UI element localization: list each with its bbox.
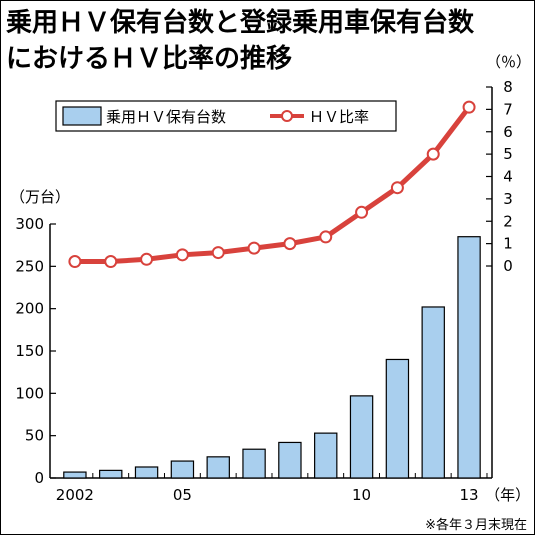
bar-2010 <box>349 395 374 479</box>
ratio-point-2008 <box>283 237 297 251</box>
ratio-point-2004 <box>140 252 154 266</box>
bar-2007 <box>242 448 266 479</box>
y-left-unit: （万台） <box>10 188 70 206</box>
y-left-tick-label: 300 <box>15 215 44 233</box>
chart-title-line-1: 乗用ＨＶ保有台数と登録乗用車保有台数 <box>6 8 475 38</box>
ratio-point-2005 <box>175 248 189 262</box>
bar-2005 <box>170 460 195 479</box>
y-left-tick-label: 250 <box>15 257 44 275</box>
bar-2008 <box>278 441 302 479</box>
ratio-point-2009 <box>319 230 333 244</box>
y-right-tick-label: 5 <box>503 145 513 163</box>
ratio-point-2002 <box>68 255 82 269</box>
legend-line-label: ＨＶ比率 <box>309 108 369 126</box>
bar-2002 <box>63 471 87 479</box>
y-right-tick-label: 8 <box>503 78 513 96</box>
legend-bar-label: 乗用ＨＶ保有台数 <box>106 108 226 126</box>
y-right-tick-label: 3 <box>503 190 513 208</box>
x-tick-label: 13 <box>460 486 479 504</box>
y-right-tick-label: 2 <box>503 212 513 230</box>
y-left-tick-label: 0 <box>34 469 44 487</box>
bar-2013 <box>457 236 481 479</box>
bar-2011 <box>385 358 410 479</box>
bar-2006 <box>206 456 230 479</box>
bar-2004 <box>134 466 159 479</box>
y-right-tick-label: 4 <box>503 168 513 186</box>
chart-title-line-2: におけるＨＶ比率の推移 <box>6 44 293 74</box>
x-unit: （年） <box>485 486 530 504</box>
y-right-tick-label: 1 <box>503 235 513 253</box>
ratio-point-2006 <box>211 246 225 260</box>
y-right-unit: （％） <box>486 53 531 71</box>
bar-2009 <box>314 432 338 479</box>
y-left-tick-label: 100 <box>15 384 44 402</box>
ratio-point-2012 <box>426 147 440 161</box>
legend-box <box>55 100 397 132</box>
y-right-tick-label: 0 <box>503 257 513 275</box>
ratio-point-2007 <box>247 241 261 255</box>
y-left-tick-label: 200 <box>15 300 44 318</box>
ratio-point-2010 <box>355 205 369 219</box>
x-tick-label: 2002 <box>56 486 94 504</box>
y-left-tick-label: 150 <box>15 342 44 360</box>
y-right-tick-label: 6 <box>503 123 513 141</box>
ratio-point-2003 <box>104 255 118 269</box>
y-right-tick-label: 7 <box>503 100 513 118</box>
ratio-point-2013 <box>462 100 476 114</box>
footnote: ※各年３月末現在 <box>425 518 527 533</box>
y-left-tick-label: 50 <box>25 427 44 445</box>
legend-line-marker <box>281 110 293 122</box>
legend-bar-swatch <box>62 106 102 126</box>
ratio-point-2011 <box>390 181 404 195</box>
bar-2003 <box>99 469 123 479</box>
bar-2012 <box>421 306 445 479</box>
x-tick-label: 05 <box>173 486 192 504</box>
x-tick-label: 10 <box>352 486 371 504</box>
